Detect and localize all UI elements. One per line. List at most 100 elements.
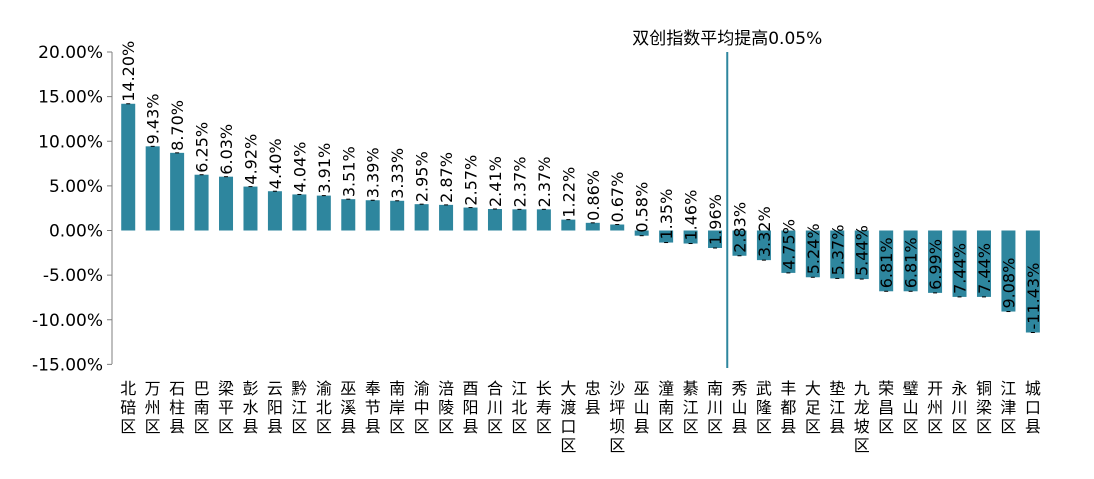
data-label: 4.92% <box>241 134 260 185</box>
category-label: 綦江区 <box>683 379 699 436</box>
data-label: 4.75% <box>779 219 798 270</box>
x-axis-labels: 北碚区万州区石柱县巴南区梁平区彭水县云阳县黔江区渝北区巫溪县奉节县南岸区渝中区涪… <box>120 379 1041 455</box>
bar <box>708 230 723 248</box>
data-label: 3.32% <box>755 206 774 257</box>
data-label: 3.91% <box>315 143 334 194</box>
category-label: 酉阳县 <box>463 379 479 436</box>
bar <box>316 195 331 231</box>
category-label: 荣昌区 <box>878 379 894 436</box>
data-label: 5.44% <box>853 225 872 276</box>
bar <box>170 152 185 231</box>
category-label: 秀山县 <box>731 379 747 436</box>
data-label: 7.44% <box>951 243 970 294</box>
bar <box>219 176 234 231</box>
bar <box>390 200 405 231</box>
bar <box>1025 230 1040 333</box>
data-label: 2.57% <box>462 155 481 206</box>
category-label: 武隆区 <box>756 379 772 436</box>
bar <box>194 174 209 231</box>
bar <box>1001 230 1016 312</box>
bar <box>659 230 674 243</box>
y-axis: 20.00% 15.00% 10.00% 5.00% 0.00% -5.00% -10.00… <box>32 43 113 375</box>
bar <box>463 207 478 231</box>
category-label: 合川区 <box>487 379 503 436</box>
data-label: 6.81% <box>877 237 896 288</box>
data-label: 1.35% <box>657 189 676 240</box>
bar <box>781 230 796 273</box>
data-label: 0.86% <box>584 170 603 221</box>
bar <box>292 194 307 231</box>
data-label: 7.44% <box>975 243 994 294</box>
data-label: 14.20% <box>119 41 138 102</box>
category-label: 巴南区 <box>194 379 210 436</box>
category-label: 渝中区 <box>414 379 430 436</box>
category-label: 江津区 <box>1000 379 1016 436</box>
data-label: 2.37% <box>510 157 529 208</box>
category-label: 垫江县 <box>829 379 845 436</box>
category-label: 黔江区 <box>291 379 307 436</box>
data-label: 4.04% <box>290 142 309 193</box>
reference-label: 双创指数平均提高0.05% <box>632 29 822 49</box>
bar <box>903 230 918 292</box>
category-label: 沙坪坝区 <box>609 379 625 455</box>
data-label: 5.37% <box>828 225 847 276</box>
y-tick-label: 5.00% <box>49 177 103 197</box>
category-label: 彭水县 <box>242 379 258 436</box>
bar <box>487 208 502 231</box>
category-label: 奉节县 <box>365 379 381 436</box>
reference-line-group: 双创指数平均提高0.05% <box>632 29 822 368</box>
bar <box>341 199 356 231</box>
category-label: 万州区 <box>145 379 161 436</box>
category-label: 长寿区 <box>536 379 552 436</box>
category-label: 九龙坡区 <box>854 379 870 455</box>
data-label: 3.51% <box>339 146 358 197</box>
bar <box>756 230 771 261</box>
category-label: 云阳县 <box>267 379 283 436</box>
y-tick-label: 10.00% <box>38 132 103 152</box>
data-label: 5.24% <box>804 223 823 274</box>
data-label: 1.46% <box>682 190 701 241</box>
y-tick-label: 15.00% <box>38 88 103 108</box>
y-tick-label: 0.00% <box>49 222 103 242</box>
bar <box>879 230 894 292</box>
bar <box>634 230 649 236</box>
category-label: 璧山区 <box>903 379 919 436</box>
bar <box>610 224 625 231</box>
data-label: 3.39% <box>364 147 383 198</box>
data-label: 6.03% <box>217 124 236 175</box>
category-label: 城口县 <box>1025 379 1041 436</box>
data-label: 2.83% <box>730 202 749 253</box>
category-label: 大足区 <box>805 379 821 436</box>
category-label: 南岸区 <box>389 379 405 436</box>
bar <box>536 209 551 231</box>
bar <box>928 230 943 293</box>
category-label: 忠县 <box>585 379 601 417</box>
category-label: 丰都县 <box>780 379 796 436</box>
data-label: 8.70% <box>168 100 187 151</box>
category-label: 梁平区 <box>218 379 234 436</box>
category-label: 永川区 <box>952 379 968 436</box>
bar <box>145 146 160 231</box>
data-label: -11.43% <box>1024 263 1043 330</box>
y-tick-label: 20.00% <box>38 43 103 63</box>
data-label: 0.58% <box>633 182 652 233</box>
bar <box>952 230 967 297</box>
y-tick-label: -15.00% <box>32 355 103 375</box>
bar <box>805 230 820 278</box>
data-label: 0.67% <box>608 172 627 223</box>
category-label: 潼南区 <box>658 379 674 436</box>
bar <box>414 204 429 231</box>
category-label: 铜梁区 <box>976 379 992 436</box>
bar <box>830 230 845 279</box>
data-label: 2.95% <box>413 151 432 202</box>
data-label: 9.43% <box>144 94 163 145</box>
category-label: 巫山县 <box>634 379 650 436</box>
data-label: 1.22% <box>559 167 578 218</box>
category-label: 南川区 <box>707 379 723 436</box>
y-tick-label: -5.00% <box>43 266 103 286</box>
data-label: 2.87% <box>437 152 456 203</box>
data-label: 3.33% <box>388 148 407 199</box>
data-label: 6.25% <box>193 122 212 173</box>
bars-group <box>121 103 1040 334</box>
